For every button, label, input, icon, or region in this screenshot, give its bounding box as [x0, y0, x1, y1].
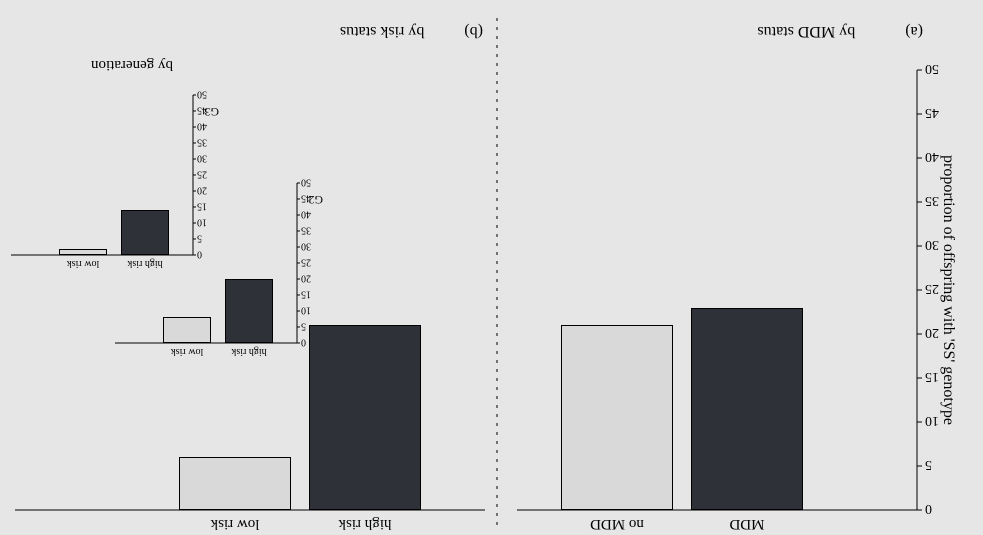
svg-text:25: 25 — [197, 169, 207, 180]
chart-b-caption-text: by risk status — [340, 22, 424, 40]
svg-text:30: 30 — [301, 241, 311, 252]
svg-text:45: 45 — [925, 105, 939, 120]
chart-a: 05101520253035404550 MDDno MDD — [517, 70, 917, 510]
svg-text:40: 40 — [197, 121, 207, 132]
chart-bar — [225, 279, 273, 343]
chart-bar — [121, 210, 169, 255]
svg-text:0: 0 — [925, 501, 932, 516]
svg-text:25: 25 — [301, 257, 311, 268]
chart-bar — [163, 317, 211, 343]
svg-text:35: 35 — [197, 137, 207, 148]
svg-text:50: 50 — [301, 177, 311, 188]
chart-a-yticks: 0 5 10 15 20 25 30 35 40 45 50 — [917, 61, 939, 516]
svg-text:20: 20 — [197, 185, 207, 196]
chart-a-caption: (a) by MDD status — [757, 22, 923, 40]
x-axis-label: low risk — [155, 515, 315, 532]
svg-text:15: 15 — [925, 369, 939, 384]
svg-text:50: 50 — [197, 89, 207, 100]
inset-g3-label: G3 — [204, 104, 219, 119]
inset-g3: 05101520253035404550 high risklow riskG3 — [11, 95, 193, 255]
chart-a-ylabel: proportion of offspring with 'SS' genoty… — [939, 70, 957, 510]
x-axis-label: low risk — [3, 258, 163, 269]
svg-text:20: 20 — [925, 325, 939, 340]
x-axis-label: no MDD — [537, 515, 697, 532]
chart-bar — [179, 457, 291, 510]
svg-text:50: 50 — [925, 61, 939, 76]
svg-text:35: 35 — [925, 193, 939, 208]
chart-bar — [561, 325, 673, 510]
svg-text:5: 5 — [925, 457, 932, 472]
svg-text:10: 10 — [301, 305, 311, 316]
svg-text:30: 30 — [925, 237, 939, 252]
svg-text:25: 25 — [925, 281, 939, 296]
chart-bar — [59, 249, 107, 255]
svg-text:15: 15 — [301, 289, 311, 300]
svg-text:35: 35 — [301, 225, 311, 236]
svg-text:30: 30 — [197, 153, 207, 164]
chart-b-caption-prefix: (b) — [464, 22, 483, 40]
chart-bar — [691, 308, 803, 510]
svg-text:15: 15 — [197, 201, 207, 212]
chart-a-caption-text: by MDD status — [757, 22, 855, 40]
svg-text:5: 5 — [301, 321, 306, 332]
svg-text:20: 20 — [301, 273, 311, 284]
svg-text:10: 10 — [197, 217, 207, 228]
svg-text:5: 5 — [197, 233, 202, 244]
chart-b-caption: (b) by risk status — [340, 22, 483, 40]
inset-g2-label: G2 — [308, 192, 323, 207]
x-axis-label: low risk — [107, 346, 267, 357]
chart-a-caption-prefix: (a) — [905, 22, 923, 40]
svg-text:40: 40 — [925, 149, 939, 164]
svg-text:10: 10 — [925, 413, 939, 428]
subcaption-by-generation: by generation — [91, 56, 173, 73]
svg-text:40: 40 — [301, 209, 311, 220]
